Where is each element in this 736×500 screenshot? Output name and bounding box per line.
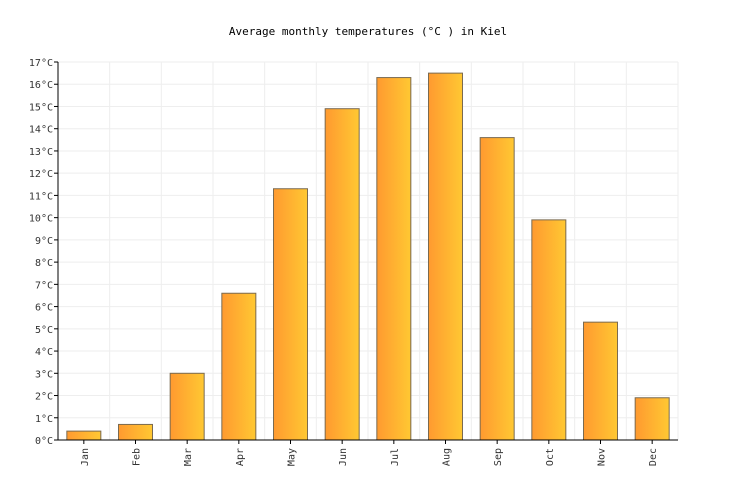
- chart-title: Average monthly temperatures (°C ) in Ki…: [229, 25, 507, 38]
- y-tick-label: 7°C: [35, 280, 53, 291]
- bar-aug: [428, 72, 463, 441]
- x-tick-label: Feb: [132, 448, 143, 466]
- x-tick-label: May: [287, 448, 298, 466]
- y-tick-label: 14°C: [29, 125, 53, 136]
- y-tick-label: 3°C: [35, 369, 53, 380]
- y-tick-label: 12°C: [29, 169, 53, 180]
- bar-nov: [583, 321, 618, 441]
- bars-group: [66, 72, 670, 441]
- y-tick-label: 2°C: [35, 392, 53, 403]
- bar-jun: [324, 108, 360, 441]
- y-tick-label: 4°C: [35, 347, 53, 358]
- y-tick-label: 1°C: [35, 414, 53, 425]
- y-tick-label: 11°C: [29, 191, 53, 202]
- x-tick-labels: Jan Feb Mar Apr May Jun Jul Aug Sep Oct Nov Dec: [80, 440, 659, 466]
- y-tick-label: 13°C: [29, 147, 53, 158]
- y-tick-labels: 0°C 1°C 2°C 3°C 4°C 5°C 6°C 7°C 8°C 9°C 10°C 11°C 12…: [29, 58, 53, 447]
- x-tick-label: Apr: [235, 448, 246, 466]
- y-tick-label: 9°C: [35, 236, 53, 247]
- x-tick-label: Dec: [648, 448, 659, 466]
- y-tick-label: 16°C: [29, 80, 53, 91]
- x-tick-label: Oct: [545, 448, 556, 466]
- bar-may: [273, 188, 308, 441]
- bar-apr: [221, 292, 257, 441]
- bar-dec: [634, 397, 670, 441]
- y-tick-label: 17°C: [29, 58, 53, 69]
- x-tick-label: Sep: [493, 448, 504, 466]
- grid-lines: [54, 61, 679, 441]
- bar-sep: [479, 137, 515, 441]
- x-tick-label: Mar: [183, 448, 194, 466]
- bar-jul: [376, 77, 412, 441]
- x-tick-label: Jun: [338, 448, 349, 466]
- x-tick-label: Jul: [390, 448, 401, 466]
- y-tick-label: 5°C: [35, 325, 53, 336]
- y-tick-label: 10°C: [29, 214, 53, 225]
- x-tick-label: Nov: [597, 448, 608, 466]
- y-tick-label: 6°C: [35, 303, 53, 314]
- bar-oct: [531, 219, 567, 441]
- bar-mar: [169, 372, 205, 441]
- y-tick-label: 15°C: [29, 102, 53, 113]
- x-tick-label: Aug: [442, 448, 453, 466]
- bar-feb: [118, 423, 153, 441]
- y-tick-label: 0°C: [35, 436, 53, 447]
- axes-group: [57, 62, 678, 441]
- bar-jan: [66, 430, 102, 441]
- y-tick-label: 8°C: [35, 258, 53, 269]
- x-tick-label: Jan: [80, 448, 91, 466]
